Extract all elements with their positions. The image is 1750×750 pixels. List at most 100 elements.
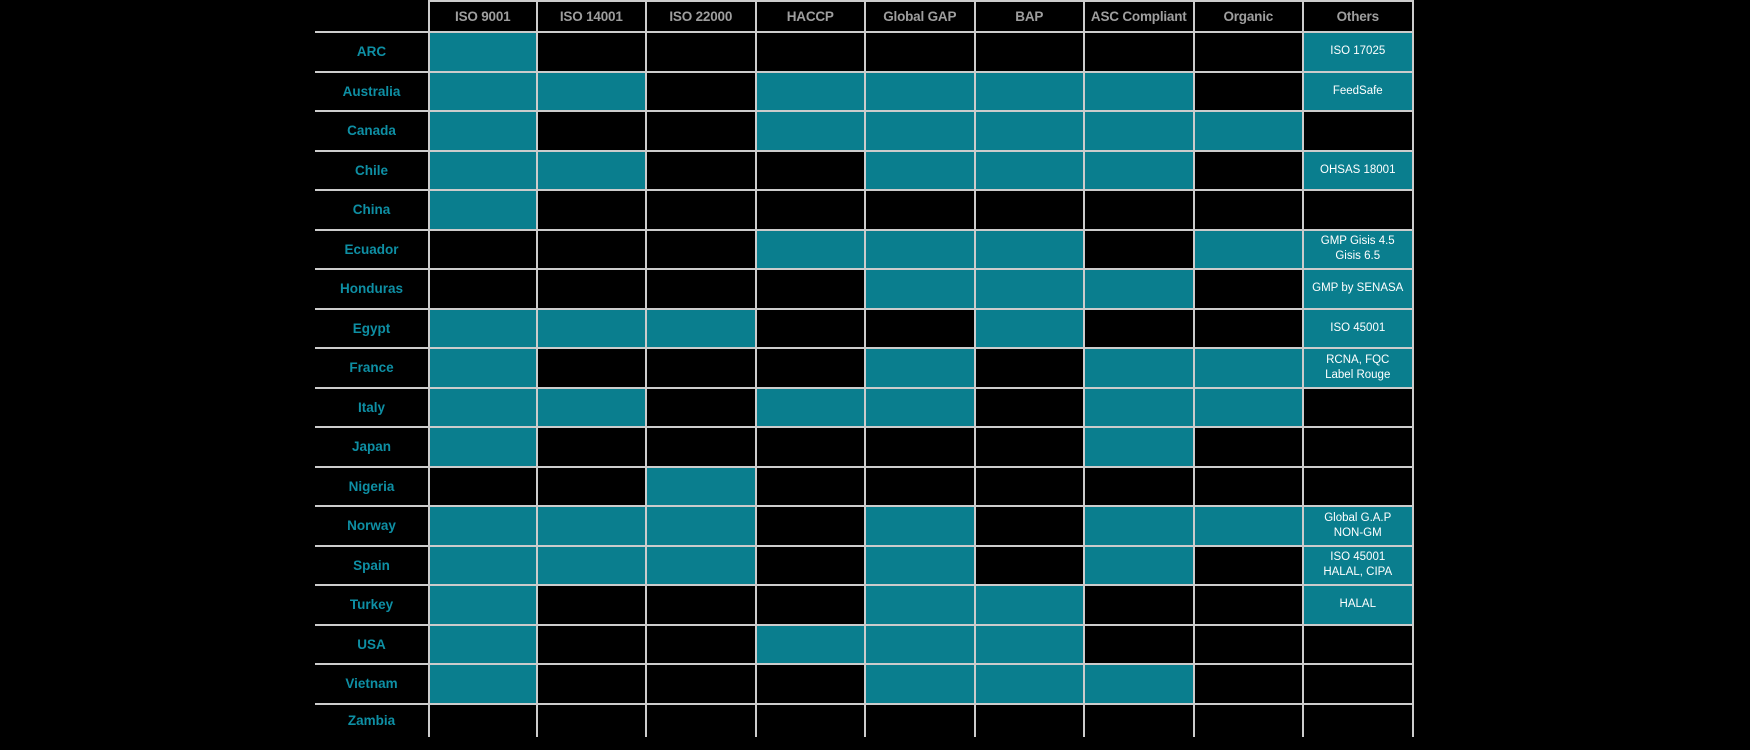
matrix-cell <box>756 428 866 468</box>
others-cell: GMP by SENASA <box>1304 270 1414 310</box>
matrix-cell <box>1085 388 1195 428</box>
matrix-cell <box>866 151 976 191</box>
matrix-cell <box>1194 467 1304 507</box>
matrix-cell <box>537 270 647 310</box>
row-label: France <box>315 349 428 389</box>
matrix-cell <box>537 625 647 665</box>
matrix-cell <box>756 33 866 73</box>
matrix-cell <box>428 507 538 547</box>
matrix-cell <box>1085 586 1195 626</box>
matrix-cell <box>1194 33 1304 73</box>
matrix-cell <box>756 665 866 705</box>
matrix-cell <box>1194 349 1304 389</box>
others-cell <box>1304 704 1414 737</box>
matrix-cell <box>1085 191 1195 231</box>
row-label: Nigeria <box>315 468 428 507</box>
matrix-cell <box>1194 151 1304 191</box>
row-label: Vietnam <box>315 665 428 705</box>
row-label: Spain <box>315 547 428 586</box>
matrix-cell <box>1085 270 1195 310</box>
row-label: Australia <box>315 73 428 112</box>
matrix-cell <box>537 665 647 705</box>
matrix-cell <box>975 112 1085 152</box>
matrix-cell <box>1085 704 1195 737</box>
matrix-cell <box>975 388 1085 428</box>
matrix-cell <box>756 625 866 665</box>
matrix-cell <box>428 270 538 310</box>
matrix-cell <box>866 309 976 349</box>
matrix-cell <box>1085 428 1195 468</box>
matrix-cell <box>756 586 866 626</box>
matrix-cell <box>866 467 976 507</box>
matrix-cell <box>976 704 1085 737</box>
column-header: Global GAP <box>866 0 976 33</box>
matrix-cell <box>1085 467 1195 507</box>
matrix-cell <box>1085 151 1195 191</box>
matrix-cell <box>537 191 647 231</box>
matrix-cell <box>537 507 647 547</box>
matrix-cell <box>866 586 976 626</box>
matrix-cell <box>975 428 1085 468</box>
row-label: Zambia <box>347 713 396 728</box>
others-cell <box>1304 665 1414 705</box>
matrix-cell <box>975 507 1085 547</box>
row-label: Egypt <box>315 310 428 349</box>
others-cell <box>1304 625 1414 665</box>
matrix-cell <box>1085 507 1195 547</box>
matrix-cell <box>1194 388 1304 428</box>
matrix-cell <box>428 230 538 270</box>
matrix-cell <box>537 72 647 112</box>
matrix-cell <box>537 388 647 428</box>
matrix-cell <box>1085 72 1195 112</box>
matrix-cell <box>647 72 757 112</box>
others-cell: ISO 17025 <box>1304 33 1414 73</box>
row-label: Turkey <box>315 586 428 626</box>
matrix-cell <box>428 388 538 428</box>
matrix-cell <box>975 191 1085 231</box>
matrix-cell <box>538 704 647 737</box>
others-cell: ISO 45001 HALAL, CIPA <box>1304 546 1414 586</box>
matrix-cell <box>537 467 647 507</box>
matrix-cell <box>975 151 1085 191</box>
matrix-cell <box>647 428 757 468</box>
matrix-cell <box>866 191 976 231</box>
matrix-cell <box>428 546 538 586</box>
matrix-cell <box>975 309 1085 349</box>
others-cell <box>1304 467 1414 507</box>
matrix-cell <box>1194 428 1304 468</box>
matrix-cell <box>647 665 757 705</box>
others-cell: FeedSafe <box>1304 72 1414 112</box>
matrix-cell <box>647 625 757 665</box>
matrix-cell <box>756 467 866 507</box>
column-header: ASC Compliant <box>1085 0 1195 33</box>
matrix-cell <box>647 309 757 349</box>
matrix-cell <box>647 230 757 270</box>
matrix-cell <box>757 704 866 737</box>
others-cell: ISO 45001 <box>1304 309 1414 349</box>
matrix-cell <box>1194 665 1304 705</box>
matrix-cell <box>647 33 757 73</box>
matrix-cell <box>1085 33 1195 73</box>
row-label: Japan <box>315 428 428 468</box>
matrix-cell <box>428 349 538 389</box>
matrix-cell <box>866 230 976 270</box>
matrix-cell <box>1085 112 1195 152</box>
column-header: ISO 14001 <box>537 0 647 33</box>
matrix-cell <box>756 546 866 586</box>
matrix-cell <box>1085 625 1195 665</box>
matrix-cell <box>866 665 976 705</box>
others-cell: OHSAS 18001 <box>1304 151 1414 191</box>
matrix-cell <box>756 230 866 270</box>
matrix-cell <box>756 72 866 112</box>
matrix-cell <box>756 151 866 191</box>
column-header: BAP <box>975 0 1085 33</box>
matrix-cell <box>428 704 538 737</box>
row-label: Canada <box>315 112 428 152</box>
matrix-cell <box>975 665 1085 705</box>
matrix-cell <box>647 388 757 428</box>
matrix-cell <box>866 112 976 152</box>
others-cell: GMP Gisis 4.5 Gisis 6.5 <box>1304 230 1414 270</box>
matrix-cell <box>647 467 757 507</box>
matrix-cell <box>428 33 538 73</box>
corner-header-cell <box>315 0 428 33</box>
